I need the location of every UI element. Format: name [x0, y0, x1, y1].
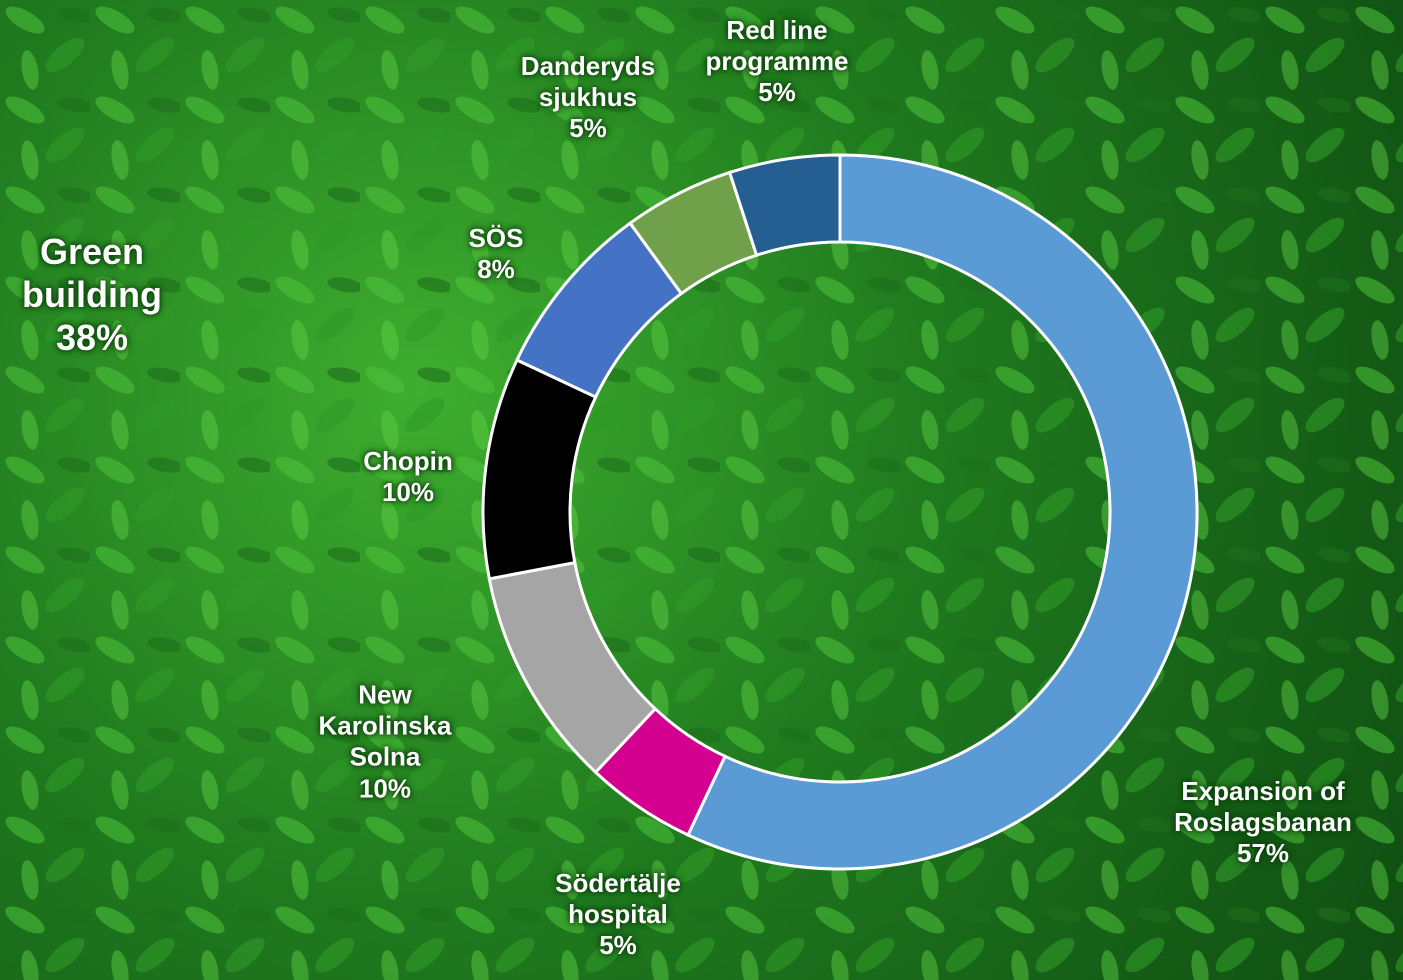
value-label: 10%: [358, 773, 412, 804]
annotation: Green building 38%: [7, 230, 177, 360]
segment-label: Expansion of Roslagsbanan 57%: [1148, 776, 1378, 870]
category-label: Chopin: [363, 445, 453, 476]
category-label: Red line programme: [705, 15, 849, 77]
value-label: 57%: [1236, 838, 1290, 869]
segment-label: Chopin 10%: [333, 446, 483, 508]
segment-label: Södertälje hospital 5%: [533, 868, 703, 962]
annotation-text: Green building: [22, 231, 162, 316]
category-label: Expansion of Roslagsbanan: [1174, 776, 1352, 838]
annotation-value: 38%: [55, 317, 129, 359]
value-label: 5%: [599, 930, 637, 961]
segment-label: New Karolinska Solna 10%: [300, 680, 470, 805]
category-label: Danderyds sjukhus: [520, 51, 656, 113]
segment-label: Red line programme 5%: [682, 15, 872, 109]
segment-label: Danderyds sjukhus 5%: [498, 51, 678, 145]
value-label: 5%: [569, 113, 607, 144]
value-label: 10%: [381, 477, 435, 507]
category-label: New Karolinska Solna: [318, 679, 452, 772]
donut-segment: [685, 153, 1199, 871]
value-label: 5%: [758, 77, 796, 108]
donut: [481, 153, 1199, 871]
category-label: SÖS: [468, 222, 524, 253]
donut-segment: [727, 153, 842, 258]
value-label: 8%: [477, 254, 515, 284]
segment-label: SÖS 8%: [456, 223, 536, 285]
category-label: Södertälje hospital: [555, 868, 681, 930]
